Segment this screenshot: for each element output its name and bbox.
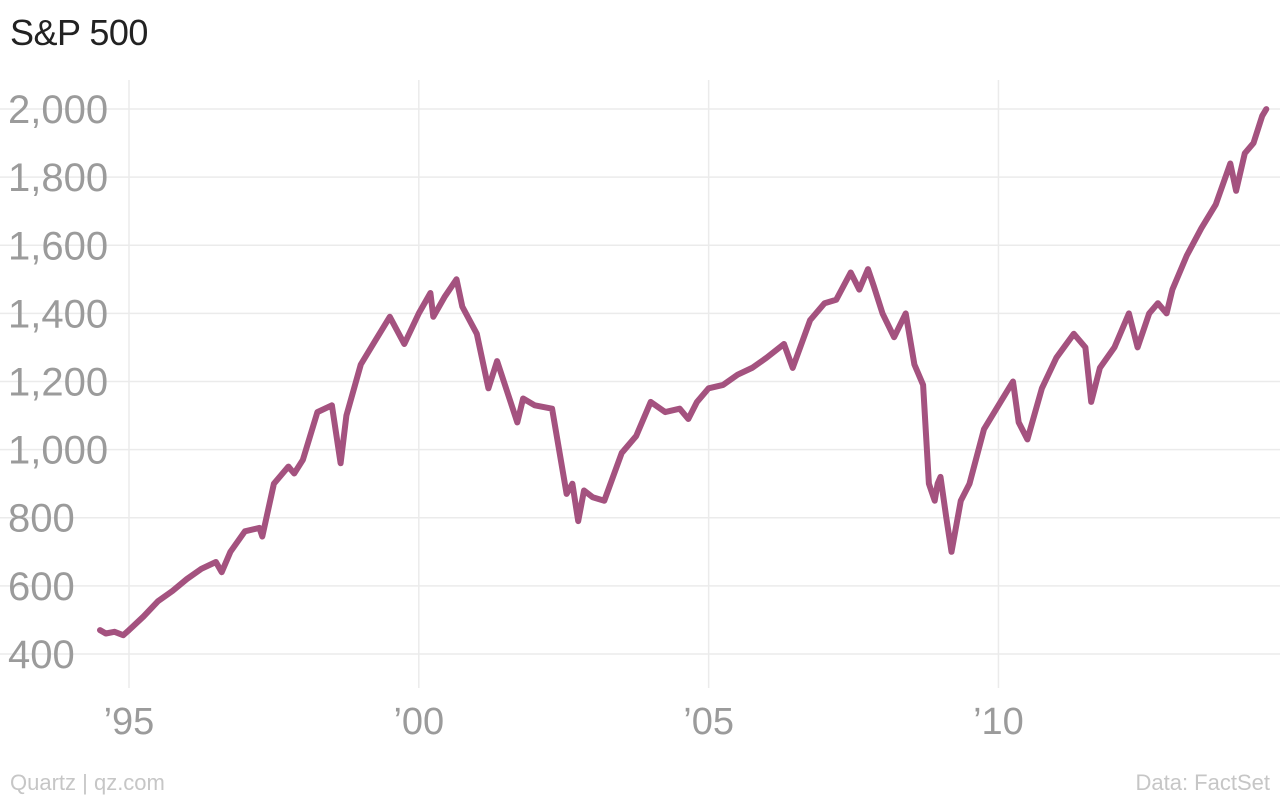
y-tick-label: 400 <box>8 633 75 677</box>
chart-title: S&P 500 <box>10 12 148 53</box>
y-tick-label: 1,400 <box>8 292 108 336</box>
y-axis-ticks: 400 600 800 1,000 1,200 1,400 1,600 1,800 2,000 <box>8 88 108 677</box>
y-tick-label: 1,000 <box>8 429 108 473</box>
x-tick-label: ’10 <box>973 701 1024 743</box>
y-tick-label: 1,200 <box>8 361 108 405</box>
x-tick-label: ’95 <box>104 701 155 743</box>
x-axis-ticks: ’95 ’00 ’05 ’10 <box>104 701 1024 743</box>
y-tick-label: 2,000 <box>8 88 108 132</box>
y-tick-label: 1,600 <box>8 224 108 268</box>
x-tick-label: ’00 <box>393 701 444 743</box>
source-text: Data: FactSet <box>1135 770 1270 795</box>
series-layer <box>97 106 1270 639</box>
x-tick-label: ’05 <box>683 701 734 743</box>
y-tick-label: 800 <box>8 497 75 541</box>
series-line <box>97 106 1270 639</box>
credit-text: Quartz | qz.com <box>10 770 165 795</box>
grid-lines <box>0 80 1280 688</box>
y-tick-label: 600 <box>8 565 75 609</box>
y-tick-label: 1,800 <box>8 156 108 200</box>
